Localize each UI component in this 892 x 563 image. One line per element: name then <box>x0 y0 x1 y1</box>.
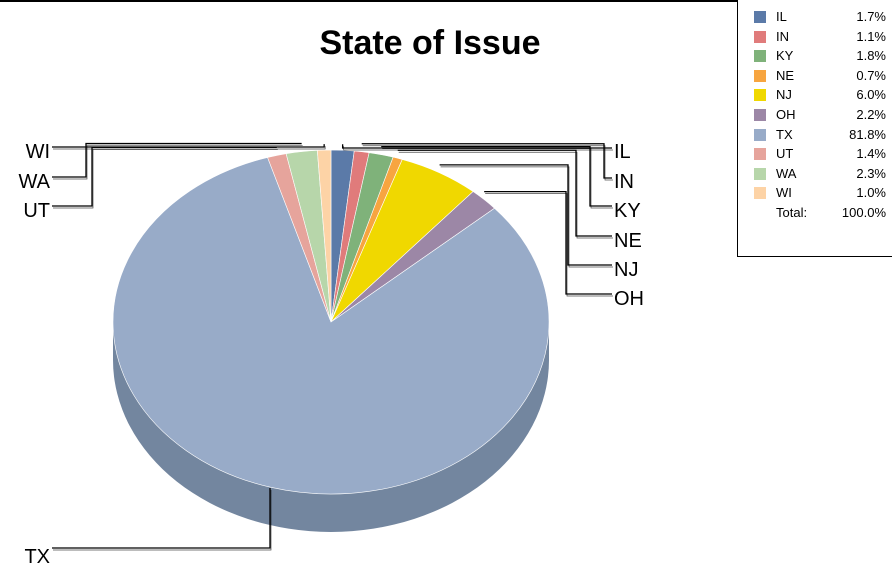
legend-swatch <box>754 148 766 161</box>
legend-label: WI <box>776 185 792 201</box>
legend-label: IN <box>776 28 789 44</box>
leader-line-wi <box>52 144 325 148</box>
legend-total-row: Total: 100.0% <box>738 203 892 223</box>
callout-label-il: IL <box>614 141 631 163</box>
leader-line-shadow-nj <box>440 166 613 268</box>
leader-line-shadow-ky <box>382 148 613 209</box>
legend-swatch <box>754 69 766 82</box>
leader-line-shadow-ut <box>53 149 278 209</box>
legend-swatch <box>754 109 766 121</box>
legend-total-value: 100.0% <box>841 205 886 220</box>
chart-top-border <box>0 0 892 2</box>
legend-percent: 6.0% <box>856 87 886 103</box>
legend-percent: 1.0% <box>856 185 886 201</box>
callout-label-ky: KY <box>614 200 641 222</box>
leader-line-ky <box>381 145 612 207</box>
leader-line-ne <box>397 149 612 237</box>
legend-label: WA <box>776 165 797 181</box>
legend-percent: 1.8% <box>856 48 886 64</box>
callout-label-oh: OH <box>614 288 644 310</box>
pie-slices-group <box>112 149 550 495</box>
legend-swatch <box>754 167 766 180</box>
leader-line-il <box>341 144 612 149</box>
legend-label: OH <box>776 107 796 122</box>
callout-label-tx: TX <box>24 546 50 563</box>
callout-label-wa: WA <box>19 171 51 193</box>
pie-callouts-group: IL IN KY NE NJ OH TX UT WA WI <box>19 141 644 563</box>
callout-label-ut: UT <box>23 200 50 222</box>
chart-title: State of Issue <box>319 24 541 62</box>
legend-label: TX <box>776 126 793 142</box>
legend-entry-ut: UT 1.4% <box>738 144 892 164</box>
leader-line-in <box>361 143 612 179</box>
legend-swatch <box>754 128 766 141</box>
legend-swatch <box>754 11 766 23</box>
legend-label: IL <box>776 9 787 24</box>
leader-line-shadow-ne <box>398 151 613 239</box>
legend-percent: 2.2% <box>856 107 886 122</box>
legend-entry-nj: NJ 6.0% <box>738 85 892 105</box>
legend-label: NE <box>776 67 795 83</box>
pie-slice-tx <box>112 157 550 495</box>
callout-label-ne: NE <box>614 230 642 252</box>
leader-line-tx <box>52 488 271 549</box>
legend-label: KY <box>776 48 794 64</box>
leader-line-shadow-wa <box>53 145 303 180</box>
legend-percent: 1.4% <box>856 146 886 162</box>
leader-line-shadow-in <box>362 145 613 181</box>
leader-line-nj <box>439 164 612 266</box>
legend-entry-oh: OH 2.2% <box>738 105 892 125</box>
legend-entry-in: IN 1.1% <box>738 27 892 47</box>
leader-line-shadow-tx <box>53 490 272 551</box>
legend: IL 1.7% IN 1.1% KY 1.8% NE 0.7% NJ 6.0% OH 2.2% TX 81… <box>737 0 892 257</box>
leader-line-shadow-oh <box>485 193 613 297</box>
leader-line-wa <box>52 142 302 178</box>
legend-swatch <box>754 187 766 200</box>
callout-label-wi: WI <box>26 141 50 163</box>
legend-percent: 2.3% <box>856 165 886 181</box>
legend-percent: 1.7% <box>856 9 886 24</box>
legend-swatch <box>754 50 766 63</box>
callout-label-in: IN <box>614 171 634 193</box>
legend-entry-wa: WA 2.3% <box>738 164 892 184</box>
legend-percent: 1.1% <box>856 28 886 44</box>
leader-line-oh <box>484 190 612 295</box>
pie-slice-wi <box>316 149 332 323</box>
callout-label-nj: NJ <box>614 259 638 281</box>
leader-line-shadow-wi <box>53 146 326 150</box>
pie-side-tx <box>113 322 549 532</box>
legend-entry-il: IL 1.7% <box>738 7 892 27</box>
legend-percent: 81.8% <box>849 126 886 142</box>
legend-total-label: Total: <box>776 205 808 220</box>
pie-side-group <box>113 322 549 532</box>
legend-entry-ky: KY 1.8% <box>738 46 892 66</box>
legend-entry-tx: TX 81.8% <box>738 125 892 145</box>
legend-entry-ne: NE 0.7% <box>738 66 892 86</box>
legend-label: NJ <box>776 87 792 103</box>
legend-percent: 0.7% <box>856 67 886 83</box>
legend-swatch <box>754 89 766 102</box>
legend-entry-wi: WI 1.0% <box>738 183 892 203</box>
legend-label: UT <box>776 146 794 162</box>
legend-swatch <box>754 30 766 43</box>
